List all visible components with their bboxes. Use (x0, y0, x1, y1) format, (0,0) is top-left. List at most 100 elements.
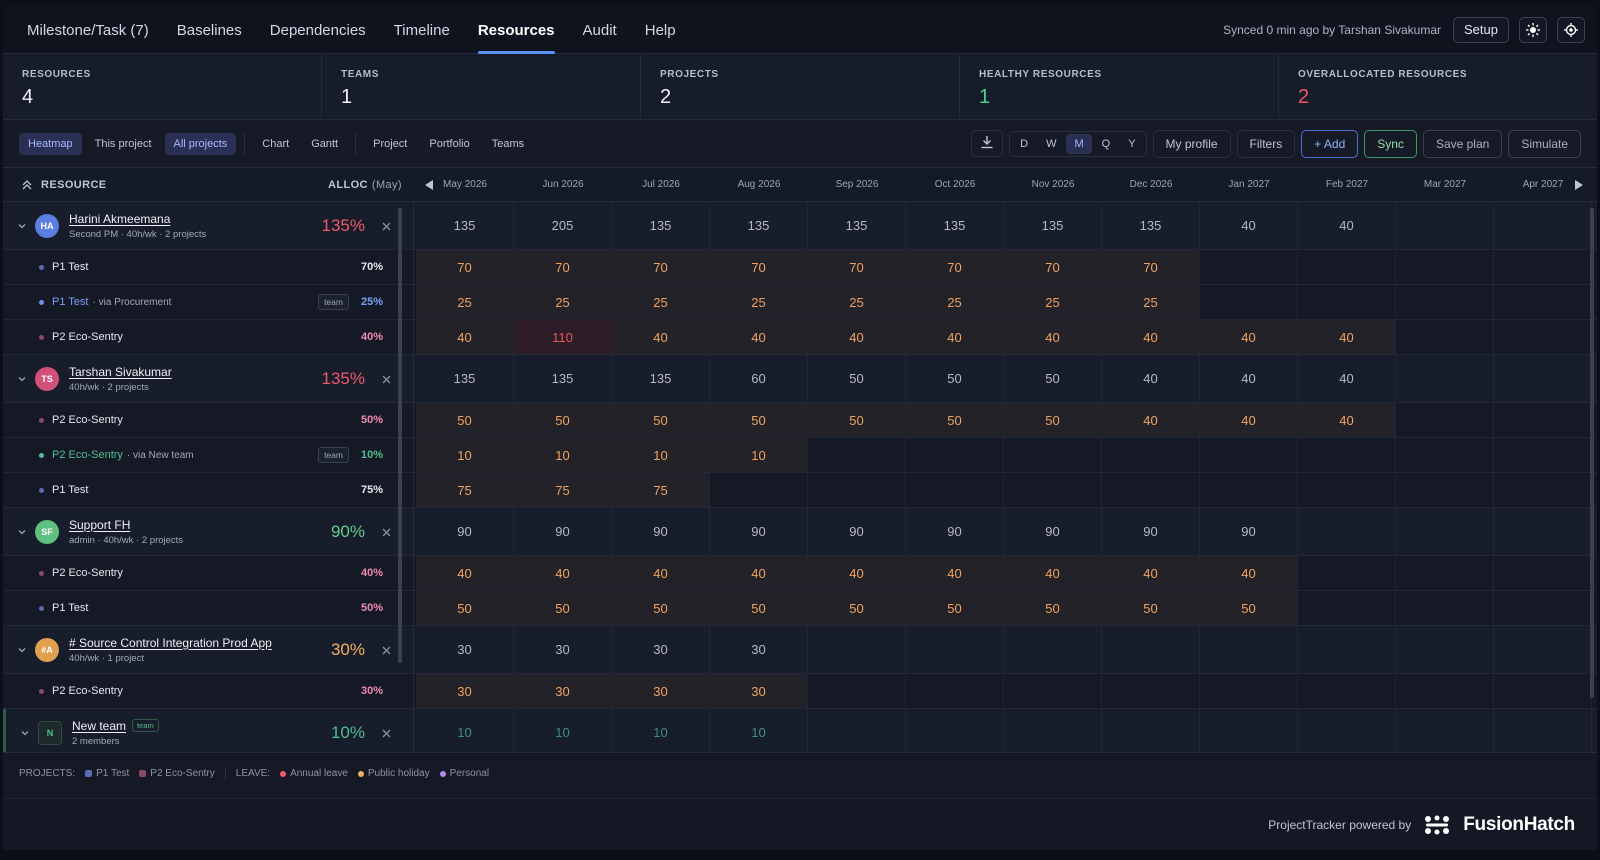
brand-name: FusionHatch (1463, 813, 1575, 835)
toggle-option[interactable]: All projects (164, 132, 237, 155)
grid-body: HA Harini Akmeemana Second PM · 40h/wk · 2… (3, 202, 1597, 752)
resource-name[interactable]: Tarshan Sivakumar (69, 364, 172, 379)
heat-cell: 25 (906, 285, 1004, 319)
nav-tab[interactable]: Milestone/Task (7) (27, 21, 149, 39)
prev-arrow[interactable] (424, 179, 434, 191)
nav-tab[interactable]: Dependencies (269, 21, 366, 39)
next-arrow[interactable] (1574, 179, 1584, 191)
cell-value: 10 (751, 447, 766, 463)
resource-row: HA Harini Akmeemana Second PM · 40h/wk · 2… (3, 202, 1597, 250)
cell-value: 50 (653, 600, 668, 616)
cell-value: 10 (457, 725, 472, 740)
cell-value: 135 (453, 371, 476, 386)
toggle-option[interactable]: Heatmap (19, 132, 82, 155)
period-option[interactable]: D (1020, 137, 1029, 150)
resource-name[interactable]: New team (72, 718, 127, 733)
cell-value: 135 (747, 218, 770, 233)
heat-cell: 25 (612, 285, 710, 319)
name-line: Support FH (69, 518, 183, 532)
allocation: 50% (360, 602, 383, 614)
expand-toggle[interactable] (17, 221, 27, 231)
toolbar-button[interactable]: My profile (1152, 129, 1231, 158)
month-header: May 2026 Jun 2026 Jul 2026 Aug 2026 Sep 2026… (414, 168, 1592, 201)
heat-cell (1494, 403, 1592, 437)
cell-value: 40 (1339, 412, 1354, 428)
toolbar-button[interactable]: Simulate (1508, 129, 1581, 158)
nav-right: Synced 0 min ago by Tarshan Sivakumar Se… (1223, 16, 1597, 43)
expand-toggle[interactable] (17, 374, 27, 384)
period-option[interactable]: Y (1128, 137, 1136, 150)
nav-tab[interactable]: Timeline (393, 21, 450, 39)
remove-button[interactable] (382, 642, 391, 658)
cell-value: 50 (1045, 600, 1060, 616)
toolbar-button[interactable]: Filters (1236, 129, 1296, 158)
month-cells: 50 50 50 50 50 50 50 40 40 40 (414, 403, 1592, 437)
resource-row: TS Tarshan Sivakumar 40h/wk · 2 projects 13… (3, 355, 1597, 403)
toggle-option[interactable]: Gantt (311, 137, 339, 150)
remove-button[interactable] (382, 218, 391, 234)
month-cells: 40 40 40 40 40 40 40 40 40 (414, 556, 1592, 590)
project-dot (39, 570, 44, 576)
remove-button[interactable] (382, 524, 391, 540)
period-option[interactable]: W (1046, 137, 1057, 150)
heat-cell (1102, 473, 1200, 507)
download-button[interactable] (971, 130, 1004, 157)
cell-value: 30 (653, 642, 668, 657)
toggle-option[interactable]: Chart (262, 137, 290, 150)
resource-name[interactable]: Support FH (69, 517, 131, 532)
cell-value: 25 (1045, 294, 1060, 310)
heat-cell: 30 (416, 674, 514, 708)
nav-tab[interactable]: Audit (582, 21, 617, 39)
nav-tab[interactable]: Baselines (176, 21, 242, 39)
cell-value: 40 (1339, 218, 1354, 233)
heat-cell: 40 (612, 320, 710, 354)
allocation: 50% (360, 414, 383, 426)
heat-cell: 70 (416, 250, 514, 284)
heat-cell: 40 (906, 320, 1004, 354)
legend-item: P1 Test (85, 768, 129, 779)
toolbar-button[interactable]: Sync (1364, 129, 1417, 158)
nav-tab[interactable]: Help (644, 21, 676, 39)
heat-cell: 25 (808, 285, 906, 319)
heat-cell: 50 (1200, 591, 1298, 625)
month-label: Dec 2026 (1129, 179, 1173, 190)
toggle-option[interactable]: Teams (491, 137, 525, 150)
period-option[interactable]: M (1066, 133, 1092, 154)
resource-info: New team team 2 members (72, 719, 159, 747)
collapse-icon[interactable] (21, 179, 33, 191)
resource-detail: 40h/wk · 1 project (69, 652, 144, 664)
cell-value: 135 (649, 371, 672, 386)
cell-value: 40 (1339, 371, 1354, 386)
period-option[interactable]: Q (1101, 137, 1111, 150)
left-scrollbar (398, 208, 402, 663)
month-cells: 30 30 30 30 (414, 674, 1592, 708)
cell-value: 50 (849, 600, 864, 616)
setup-button[interactable]: Setup (1453, 16, 1509, 43)
cell-value: 70 (653, 259, 668, 275)
close-icon (382, 729, 391, 737)
theme-button[interactable] (1519, 16, 1547, 43)
team-badge: team (318, 294, 349, 310)
resource-name[interactable]: # Source Control Integration Prod App (69, 635, 272, 650)
expand-toggle[interactable] (20, 728, 30, 738)
nav-tab[interactable]: Resources (477, 6, 555, 54)
heat-cell (1200, 626, 1298, 673)
remove-button[interactable] (382, 725, 391, 741)
expand-toggle[interactable] (17, 527, 27, 537)
resource-name[interactable]: Harini Akmeemana (69, 211, 171, 226)
toggle-option[interactable]: This project (94, 137, 152, 150)
project-name: P1 Test (52, 296, 89, 308)
heat-cell (1200, 285, 1298, 319)
toggle-option[interactable]: Portfolio (429, 137, 470, 150)
toolbar-button[interactable]: Save plan (1422, 129, 1503, 158)
heat-cell: 40 (612, 556, 710, 590)
cell-value: 50 (947, 600, 962, 616)
toolbar-button[interactable]: + Add (1301, 129, 1359, 158)
locate-button[interactable] (1557, 16, 1585, 43)
toggle-option[interactable]: Project (373, 137, 408, 150)
assignment-row: P1 Test 50% 50 50 50 50 50 50 50 50 50 (3, 591, 1597, 626)
cell-value: 25 (457, 294, 472, 310)
remove-button[interactable] (382, 371, 391, 387)
heat-cell: 30 (416, 626, 514, 673)
expand-toggle[interactable] (17, 645, 27, 655)
